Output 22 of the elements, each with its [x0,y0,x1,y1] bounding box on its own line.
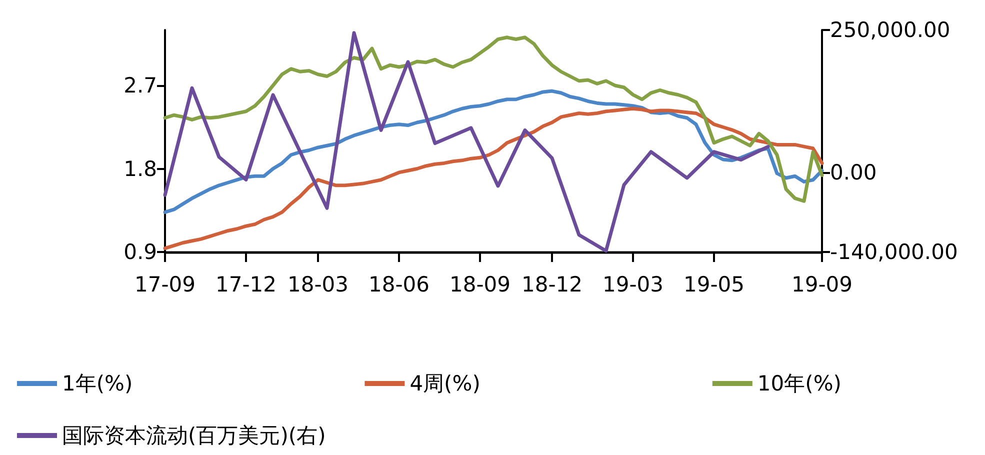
line-series [163,106,824,250]
legend-label: 10年(%) [757,372,842,396]
x-tick-label: 18-03 [287,272,349,296]
legend-label: 1年(%) [62,372,133,396]
legend-label: 4周(%) [410,372,480,396]
legend-label: 国际资本流动(百万美元)(右) [62,424,326,448]
y-tick-label: 2.7 [124,74,157,98]
x-tick-label: 19-09 [791,272,853,296]
y-tick-label: 1.8 [124,156,157,181]
x-tick-label: 19-03 [602,272,664,296]
line-series [163,36,824,203]
x-tick-label: 17-09 [134,272,196,296]
y2-tick-label: -140,000.00 [830,240,958,264]
x-tick-label: 18-06 [368,272,430,296]
y2-tick-label: 250,000.00 [830,18,950,42]
x-tick-label: 18-12 [521,272,583,296]
x-tick-label: 19-05 [683,272,745,296]
x-tick-label: 17-12 [215,272,277,296]
y2-tick-label: 0.00 [830,160,877,184]
y-tick-label: 0.9 [124,240,157,264]
line-series [163,31,770,253]
x-tick-label: 18-09 [449,272,511,296]
